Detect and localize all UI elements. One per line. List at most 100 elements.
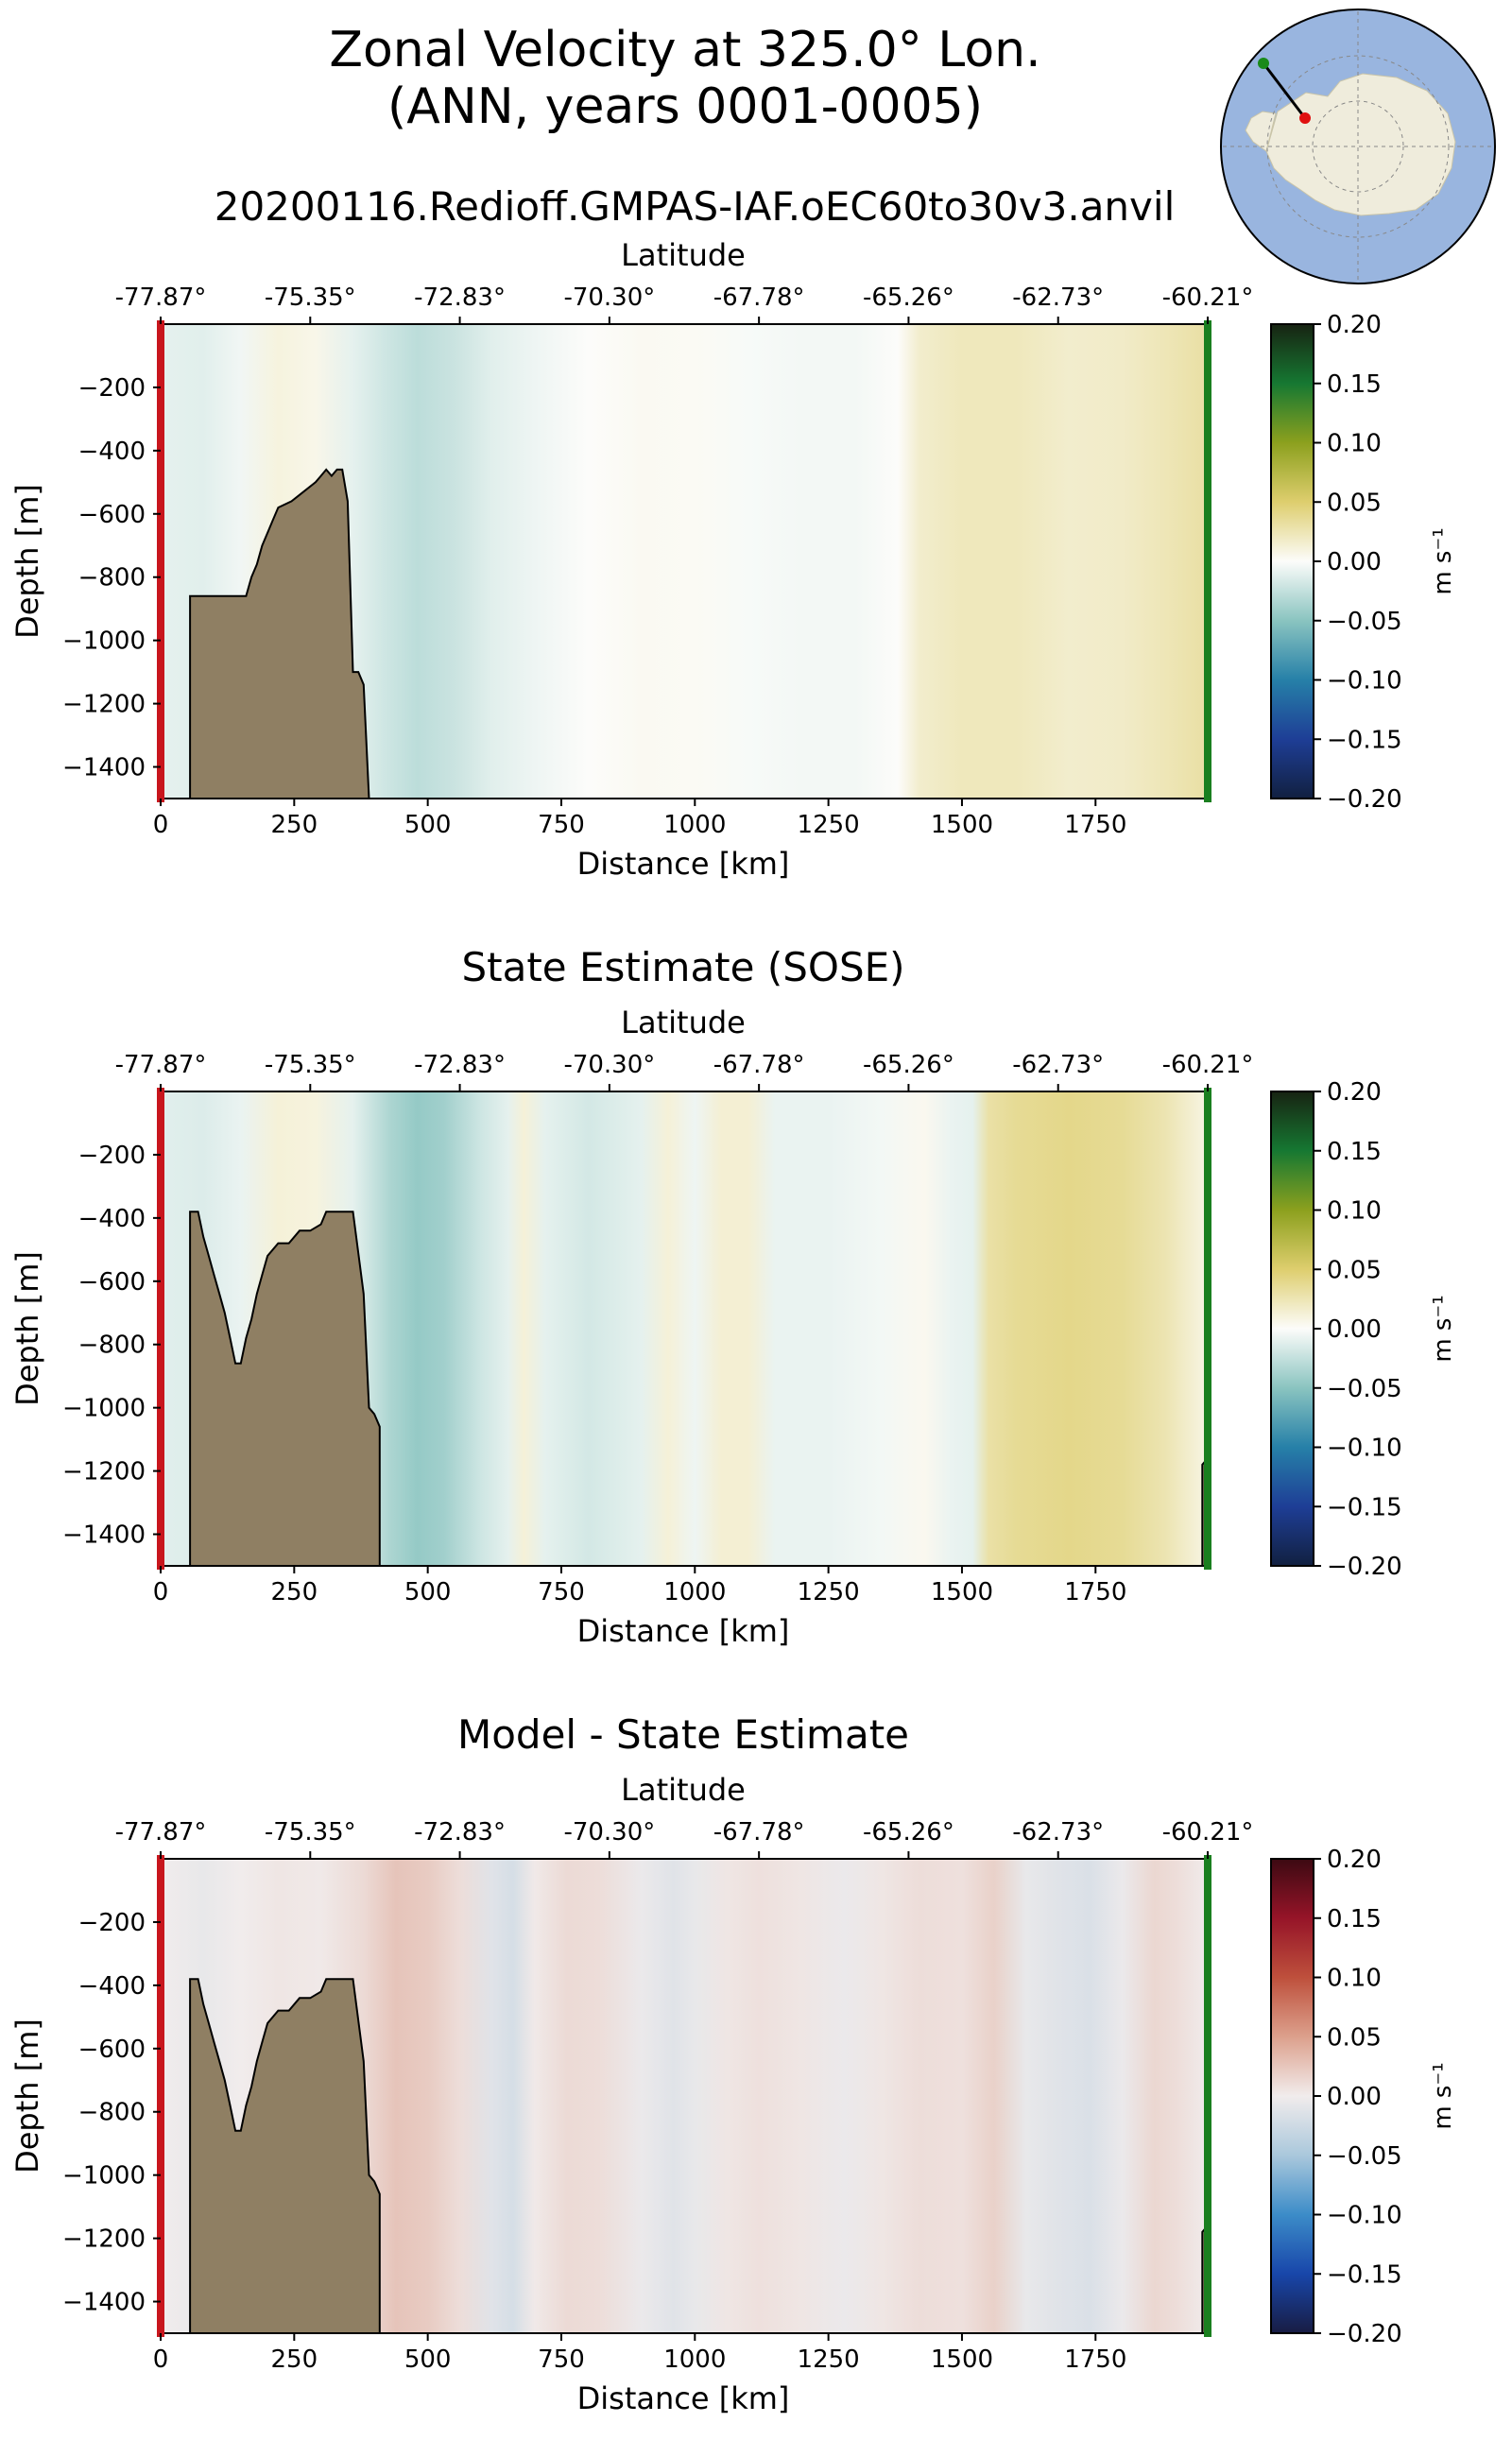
y-tick-label: −1400	[62, 1521, 146, 1550]
colorbar	[1270, 1091, 1314, 1567]
x-tick-label: 1500	[931, 2345, 993, 2374]
latitude-tick-label: -62.73°	[1012, 1818, 1104, 1847]
latitude-tick-label: -72.83°	[414, 1818, 506, 1847]
x-tick-label: 1250	[798, 2345, 860, 2374]
x-tick-label: 1750	[1064, 1578, 1126, 1606]
section-end-marker	[1204, 1855, 1211, 2337]
latitude-tick-label: -70.30°	[563, 1818, 655, 1847]
latitude-tick-label: -65.26°	[863, 1818, 954, 1847]
latitude-axis-label: Latitude	[621, 1772, 746, 1808]
colorbar-label: m s⁻¹	[1429, 1295, 1457, 1362]
latitude-tick-label: -70.30°	[563, 1051, 655, 1079]
colorbar-tick-label: −0.15	[1327, 2260, 1402, 2289]
y-tick-label: −1200	[62, 1458, 146, 1486]
latitude-tick-label: -65.26°	[863, 1051, 954, 1079]
latitude-tick-label: -67.78°	[713, 284, 805, 312]
colorbar-tick-label: −0.20	[1327, 1553, 1402, 1581]
latitude-tick-label: -67.78°	[713, 1818, 805, 1847]
x-tick-label: 1500	[931, 1578, 993, 1606]
y-tick-label: −1000	[62, 1395, 146, 1423]
y-axis-label: Depth [m]	[9, 2019, 45, 2174]
x-tick-label: 1000	[663, 811, 726, 839]
x-tick-label: 1750	[1064, 811, 1126, 839]
x-axis-label: Distance [km]	[577, 846, 790, 882]
latitude-tick-label: -65.26°	[863, 284, 954, 312]
y-tick-label: −800	[78, 1332, 146, 1360]
y-tick-label: −1000	[62, 627, 146, 656]
y-tick-label: −400	[78, 1205, 146, 1233]
latitude-tick-label: -77.87°	[115, 1051, 207, 1079]
latitude-axis-label: Latitude	[621, 237, 746, 273]
x-tick-label: 250	[271, 811, 318, 839]
y-tick-label: −400	[78, 438, 146, 466]
colorbar-tick-label: −0.20	[1327, 2320, 1402, 2348]
colorbar-tick-label: 0.00	[1327, 2083, 1382, 2111]
section-end-dot	[1258, 58, 1269, 69]
section-start-dot	[1299, 112, 1311, 124]
colorbar-tick-label: −0.10	[1327, 667, 1402, 696]
latitude-tick-label: -60.21°	[1162, 284, 1254, 312]
seafloor-bathymetry	[161, 1211, 381, 1567]
colorbar-tick-label: −0.15	[1327, 1493, 1402, 1521]
section-end-marker	[1204, 320, 1211, 802]
latitude-tick-label: -70.30°	[563, 284, 655, 312]
colorbar	[1270, 323, 1314, 799]
x-tick-label: 0	[153, 811, 169, 839]
y-tick-label: −1000	[62, 2162, 146, 2191]
y-tick-label: −600	[78, 501, 146, 529]
colorbar-tick-label: 0.20	[1327, 1078, 1382, 1107]
colorbar-tick-label: −0.15	[1327, 726, 1402, 754]
x-tick-label: 1000	[663, 1578, 726, 1606]
chart-panel-1: 0 250 500 750 1000 1250 1500 1750 Distance [km] −…	[9, 237, 1457, 882]
latitude-tick-label: -60.21°	[1162, 1051, 1254, 1079]
latitude-tick-label: -60.21°	[1162, 1818, 1254, 1847]
colorbar-tick-label: −0.20	[1327, 785, 1402, 814]
x-tick-label: 500	[404, 2345, 452, 2374]
colorbar-tick-label: 0.00	[1327, 548, 1382, 576]
y-axis-label: Depth [m]	[9, 1251, 45, 1406]
latitude-tick-label: -72.83°	[414, 1051, 506, 1079]
panel-title: Model - State Estimate	[457, 1711, 909, 1758]
colorbar-tick-label: 0.15	[1327, 370, 1382, 399]
latitude-tick-label: -75.35°	[265, 1818, 356, 1847]
y-tick-label: −1200	[62, 691, 146, 719]
chart-panel-3: Model - State Estimate 0 250 500 750 1000 1250…	[9, 1711, 1457, 2416]
location-inset-map	[1220, 9, 1496, 284]
latitude-tick-label: -75.35°	[265, 1051, 356, 1079]
y-tick-label: −600	[78, 1268, 146, 1297]
x-tick-label: 0	[153, 1578, 169, 1606]
colorbar-label: m s⁻¹	[1429, 2062, 1457, 2129]
x-tick-label: 750	[538, 1578, 585, 1606]
latitude-tick-label: -62.73°	[1012, 284, 1104, 312]
colorbar-tick-label: 0.05	[1327, 489, 1382, 517]
y-tick-label: −800	[78, 564, 146, 593]
colorbar-tick-label: −0.05	[1327, 2142, 1402, 2171]
y-tick-label: −600	[78, 2036, 146, 2064]
latitude-axis-label: Latitude	[621, 1005, 746, 1040]
colorbar-tick-label: 0.15	[1327, 1138, 1382, 1166]
colorbar-tick-label: 0.20	[1327, 1846, 1382, 1874]
x-tick-label: 0	[153, 2345, 169, 2374]
y-tick-label: −200	[78, 1142, 146, 1170]
section-line	[1262, 62, 1307, 119]
x-axis-label: Distance [km]	[577, 1613, 790, 1649]
x-tick-label: 250	[271, 1578, 318, 1606]
colorbar-tick-label: −0.10	[1327, 1435, 1402, 1463]
y-tick-label: −1200	[62, 2225, 146, 2254]
colorbar-tick-label: −0.05	[1327, 1375, 1402, 1403]
section-start-marker	[157, 1855, 164, 2337]
colorbar-label: m s⁻¹	[1429, 527, 1457, 594]
latitude-tick-label: -75.35°	[265, 284, 356, 312]
seafloor-bathymetry	[161, 1978, 381, 2334]
x-tick-label: 250	[271, 2345, 318, 2374]
run-name: 20200116.Redioff.GMPAS-IAF.oEC60to30v3.a…	[215, 183, 1176, 230]
colorbar-tick-label: 0.05	[1327, 2023, 1382, 2052]
x-axis-label: Distance [km]	[577, 2380, 790, 2416]
y-tick-label: −200	[78, 1909, 146, 1937]
y-tick-label: −1400	[62, 754, 146, 782]
colorbar-tick-label: 0.20	[1327, 311, 1382, 339]
colorbar-tick-label: −0.10	[1327, 2202, 1402, 2230]
colorbar-tick-label: 0.15	[1327, 1905, 1382, 1933]
figure-title-line2: (ANN, years 0001-0005)	[387, 78, 983, 135]
latitude-tick-label: -67.78°	[713, 1051, 805, 1079]
